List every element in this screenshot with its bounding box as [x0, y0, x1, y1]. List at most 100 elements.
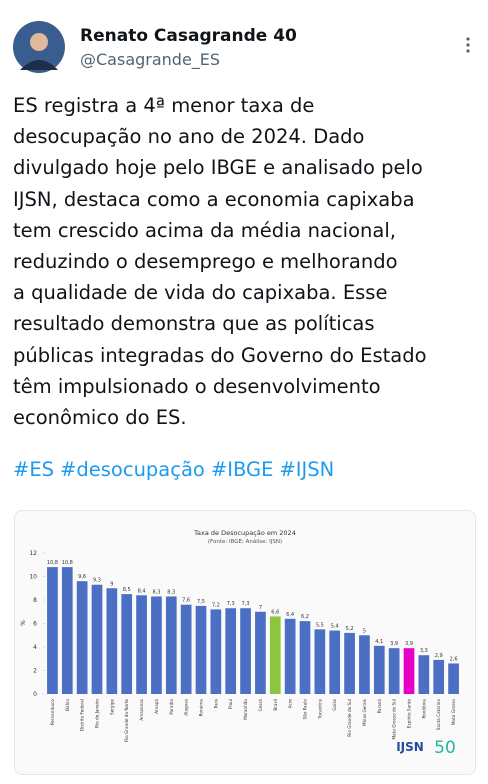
- x-tick-label: Pernambuco: [50, 699, 55, 726]
- text-line: reduzindo o desemprego e melhorando: [13, 250, 398, 274]
- text-line: resultado demonstra que as políticas: [13, 312, 375, 336]
- x-tick-label: Tocantins: [317, 699, 322, 720]
- bar: [373, 645, 385, 694]
- bar: [106, 588, 118, 694]
- data-label: 5,4: [331, 624, 339, 630]
- logo: IJSN: [396, 740, 424, 754]
- x-tick-label: Acre: [288, 699, 293, 709]
- data-label: 6,6: [271, 609, 279, 615]
- x-tick-label: Pará: [213, 699, 218, 709]
- data-label: 10,8: [62, 560, 73, 566]
- y-tick-label: 4: [33, 644, 37, 651]
- x-tick-label: Brasil: [273, 699, 278, 711]
- bar: [269, 616, 281, 694]
- text-line: desocupação no ano de 2024. Dado: [13, 125, 365, 149]
- data-label: 7,3: [242, 601, 250, 607]
- text-line: econômico do ES.: [13, 406, 187, 430]
- bar: [344, 632, 355, 694]
- data-label: 8,4: [138, 588, 146, 594]
- chart-title: Taxa de Desocupação em 2024: [193, 529, 296, 537]
- x-tick-label: Rondônia: [421, 699, 426, 719]
- bar: [151, 596, 162, 694]
- data-label: 6,4: [286, 612, 294, 618]
- x-tick-label: Rio Grande do Sul: [347, 699, 352, 737]
- data-label: 6,2: [301, 614, 309, 620]
- y-tick-label: 10: [29, 574, 37, 581]
- bar: [121, 594, 133, 694]
- x-tick-label: Piauí: [228, 698, 233, 709]
- text-line: tem crescido acima da média nacional,: [13, 218, 396, 242]
- hashtag[interactable]: #desocupação: [60, 458, 205, 481]
- x-tick-label: Ceará: [258, 699, 263, 712]
- x-tick-label: Distrito Federal: [80, 699, 85, 731]
- data-label: 9: [110, 581, 113, 587]
- bar: [91, 584, 103, 694]
- more-menu[interactable]: [462, 36, 474, 56]
- bar: [255, 611, 266, 694]
- text-line: públicas integradas do Governo do Estado: [13, 343, 427, 367]
- x-tick-label: Paraíba: [169, 699, 174, 715]
- x-tick-label: Mato Grosso: [451, 699, 456, 726]
- data-label: 2,6: [450, 656, 458, 662]
- data-label: 7,2: [212, 602, 220, 608]
- bar: [314, 629, 326, 694]
- bar: [299, 621, 311, 694]
- data-label: 5: [363, 628, 366, 634]
- data-label: 8,5: [123, 587, 131, 593]
- chart[interactable]: Taxa de Desocupação em 2024 (Fonte: IBGE…: [14, 510, 476, 775]
- y-tick-label: 6: [33, 621, 37, 628]
- bar: [284, 618, 296, 694]
- y-tick-label: 12: [29, 550, 37, 557]
- hashtag[interactable]: #IJSN: [279, 458, 335, 481]
- bar: [165, 596, 177, 694]
- text-line: ES registra a 4ª menor taxa de: [13, 94, 315, 117]
- x-tick-label: Minas Gerais: [362, 699, 367, 726]
- data-label: 3,3: [420, 648, 428, 654]
- x-tick-label: Santa Catarina: [436, 699, 441, 731]
- tweet-text: ES registra a 4ª menor taxa de desocupaçã…: [13, 90, 427, 433]
- bar: [433, 659, 445, 694]
- data-label: 9,6: [78, 574, 86, 580]
- bar: [240, 608, 251, 694]
- bar: [329, 630, 341, 694]
- x-tick-label: Goiás: [332, 699, 337, 711]
- x-tick-label: São Paulo: [303, 699, 308, 720]
- author-handle[interactable]: @Casagrande_ES: [80, 50, 221, 69]
- data-label: 3,9: [390, 641, 398, 647]
- data-label: 7,6: [182, 598, 190, 604]
- bar: [180, 604, 192, 694]
- y-axis-label: %: [20, 620, 27, 626]
- x-tick-label: Alagoas: [184, 699, 189, 716]
- data-label: 9,3: [93, 578, 101, 584]
- x-tick-label: Amapá: [154, 699, 159, 714]
- avatar[interactable]: [12, 20, 66, 74]
- bar: [76, 581, 88, 694]
- x-tick-label: Mato Grosso do Sul: [392, 699, 397, 739]
- author-name[interactable]: Renato Casagrande 40: [80, 26, 297, 46]
- chart-subtitle: (Fonte: IBGE; Análise: IJSN): [208, 538, 282, 545]
- bar: [136, 595, 147, 694]
- y-tick-label: 2: [33, 668, 37, 675]
- data-label: 3,9: [405, 641, 413, 647]
- data-label: 7,3: [227, 601, 235, 607]
- bar: [47, 567, 58, 694]
- data-label: 2,9: [435, 653, 443, 659]
- bar: [448, 663, 459, 694]
- data-label: 4,1: [375, 639, 383, 645]
- x-tick-label: Roraima: [199, 699, 204, 717]
- data-label: 10,8: [47, 560, 58, 566]
- x-tick-label: Maranhão: [243, 699, 248, 720]
- data-label: 8,3: [152, 589, 160, 595]
- hashtags: #ES #desocupação #IBGE #IJSN: [13, 458, 340, 481]
- text-line: a qualidade de vida do capixaba. Esse: [13, 281, 388, 305]
- bar: [225, 608, 237, 694]
- hashtag[interactable]: #ES: [13, 458, 55, 481]
- bar: [61, 567, 73, 694]
- x-tick-label: Sergipe: [109, 699, 114, 715]
- bar: [403, 648, 415, 694]
- x-tick-label: Amazonas: [139, 699, 144, 721]
- y-tick-label: 8: [33, 597, 37, 604]
- bar: [210, 609, 222, 694]
- hashtag[interactable]: #IBGE: [210, 458, 274, 481]
